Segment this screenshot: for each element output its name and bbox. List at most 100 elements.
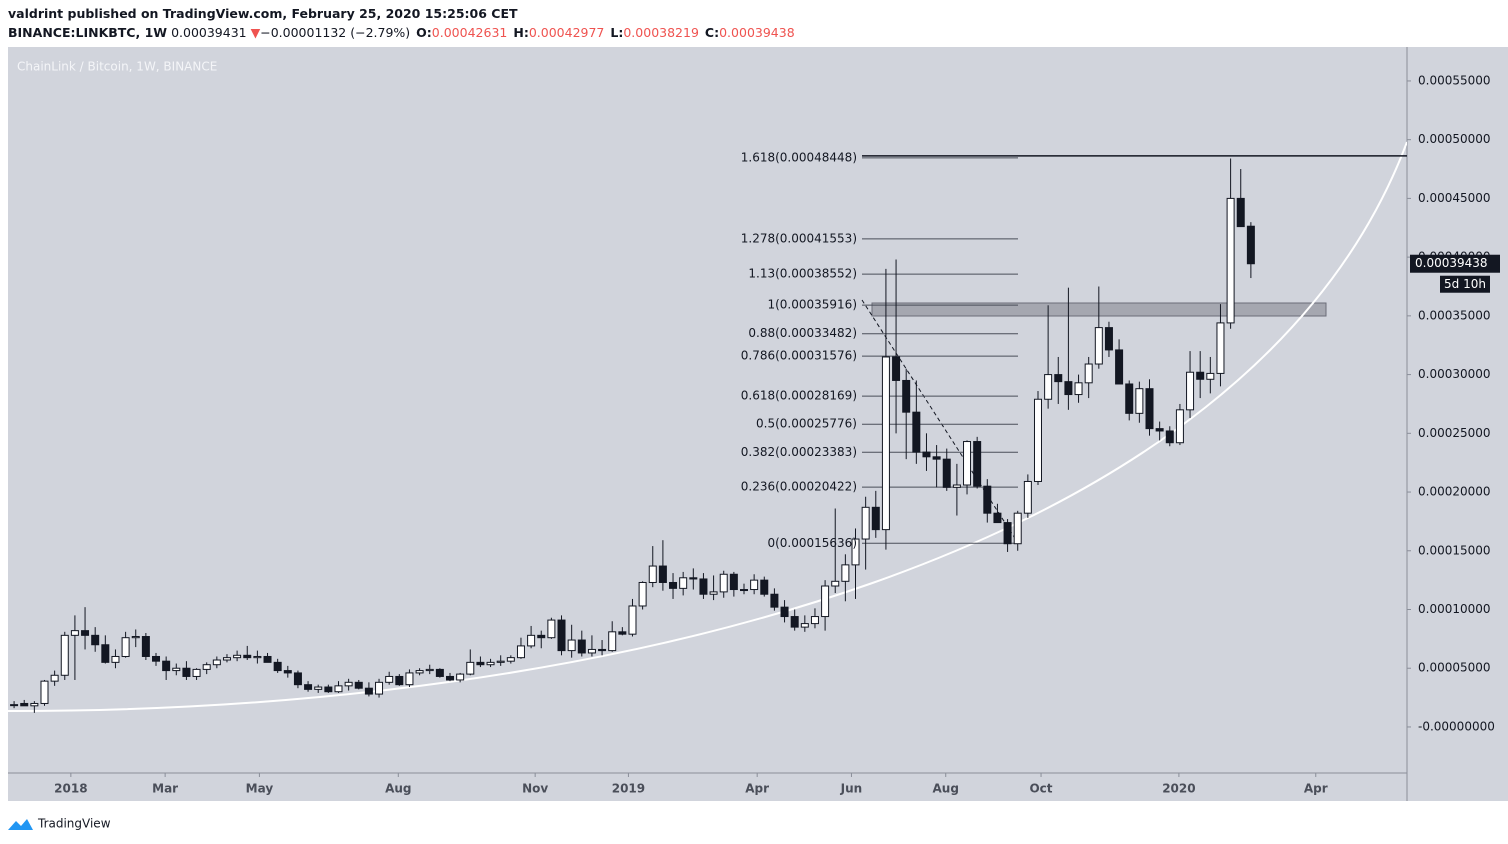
- candle-body: [304, 684, 313, 690]
- y-tick-label: 0.00025000: [1418, 426, 1491, 440]
- candle-body: [1226, 197, 1235, 324]
- y-axis-strip: [1407, 47, 1508, 801]
- candle-body: [516, 645, 525, 659]
- candle-body: [527, 634, 536, 647]
- candle-body: [50, 674, 59, 682]
- candle-body: [273, 661, 282, 672]
- fib-label: 1.618(0.00048448): [741, 150, 857, 164]
- candle-body: [152, 655, 161, 662]
- candle-body: [699, 578, 708, 595]
- candle-body: [101, 644, 110, 663]
- candle-body: [334, 685, 343, 693]
- x-tick-label: Apr: [745, 782, 769, 796]
- candle-body: [750, 579, 759, 591]
- fib-label: 0.786(0.00031576): [741, 349, 857, 363]
- candle-body: [577, 639, 586, 654]
- candle-body: [902, 379, 911, 413]
- plot: [8, 141, 1407, 713]
- candle-body: [1104, 327, 1113, 351]
- x-tick-label: Apr: [1304, 782, 1328, 796]
- candle-body: [851, 538, 860, 566]
- candle-body: [547, 619, 556, 639]
- x-tick-label: Aug: [385, 782, 411, 796]
- candle-body: [91, 634, 100, 646]
- candle-body: [1003, 522, 1012, 545]
- candle-body: [415, 670, 424, 674]
- candle-body: [314, 686, 323, 690]
- candle-body: [831, 580, 840, 587]
- candle-body: [405, 672, 414, 686]
- publish-info: valdrint published on TradingView.com, F…: [8, 6, 518, 21]
- x-tick-label: Nov: [522, 782, 548, 796]
- last-price-label: 0.00039438: [1415, 256, 1488, 270]
- candle-body: [1135, 388, 1144, 414]
- fib-label: 1.13(0.00038552): [748, 267, 857, 281]
- candle-body: [922, 451, 931, 458]
- candle-body: [293, 672, 302, 686]
- change: −0.00001132 (−2.79%): [260, 25, 410, 40]
- y-tick-label: 0.00050000: [1418, 132, 1491, 146]
- candle-body: [952, 484, 961, 488]
- candle-body: [1054, 374, 1063, 383]
- fib-trend-line: [861, 299, 1019, 544]
- y-tick-label: 0.00035000: [1418, 308, 1491, 322]
- candle-body: [983, 485, 992, 514]
- candle-body: [121, 637, 130, 657]
- candle-body: [131, 636, 140, 639]
- candle-body: [324, 686, 333, 693]
- candle-body: [425, 668, 434, 672]
- candle-body: [81, 630, 90, 636]
- ohlc-key: L:: [610, 25, 623, 40]
- x-tick-label: 2020: [1162, 782, 1195, 796]
- candle-body: [881, 356, 890, 531]
- ohlc-key: H:: [513, 25, 528, 40]
- candle-body: [192, 668, 201, 677]
- candle-body: [1175, 409, 1184, 444]
- candle-body: [466, 661, 475, 675]
- candle-body: [1074, 382, 1083, 396]
- candle-body: [496, 660, 505, 663]
- candle-body: [364, 687, 373, 695]
- candle-body: [739, 589, 748, 592]
- candle-body: [1236, 197, 1245, 228]
- x-tick-label: 2018: [54, 782, 87, 796]
- candle-body: [486, 661, 495, 666]
- plot-background: [8, 47, 1407, 773]
- candle-body: [892, 356, 901, 381]
- candle-body: [729, 573, 738, 591]
- candle-body: [932, 456, 941, 460]
- candle-body: [810, 616, 819, 625]
- candle-body: [1165, 430, 1174, 444]
- candle-body: [10, 704, 19, 707]
- candle-body: [587, 648, 596, 654]
- fib-label: 1(0.00035916): [767, 298, 857, 312]
- y-tick-label: 0.00030000: [1418, 367, 1491, 381]
- candle-body: [709, 591, 718, 595]
- candle-body: [1246, 225, 1255, 265]
- candle-body: [233, 654, 242, 659]
- y-tick-label: 0.00020000: [1418, 485, 1491, 499]
- candle-body: [1186, 371, 1195, 411]
- y-tick-label: 0.00055000: [1418, 73, 1491, 87]
- candle-body: [435, 668, 444, 677]
- candle-body: [567, 639, 576, 652]
- fib-label: 0(0.00015636): [767, 536, 857, 550]
- change-arrow: ▼: [251, 25, 261, 40]
- candle-body: [1064, 381, 1073, 396]
- candle-body: [1044, 374, 1053, 400]
- candle-body: [679, 577, 688, 589]
- chart-title: ChainLink / Bitcoin, 1W, BINANCE: [17, 60, 217, 74]
- candle-body: [243, 654, 252, 659]
- candle-body: [821, 585, 830, 618]
- ohlc-value: 0.00039438: [719, 25, 795, 40]
- candle-body: [557, 619, 566, 652]
- candle-body: [30, 702, 39, 707]
- candle-body: [790, 616, 799, 628]
- x-tick-label: 2019: [612, 782, 645, 796]
- candle-body: [222, 657, 231, 661]
- candle-body: [598, 648, 607, 652]
- candle-body: [1155, 428, 1164, 432]
- candle-body: [658, 565, 667, 583]
- candle-body: [669, 581, 678, 589]
- countdown: 5d 10h: [1444, 277, 1486, 291]
